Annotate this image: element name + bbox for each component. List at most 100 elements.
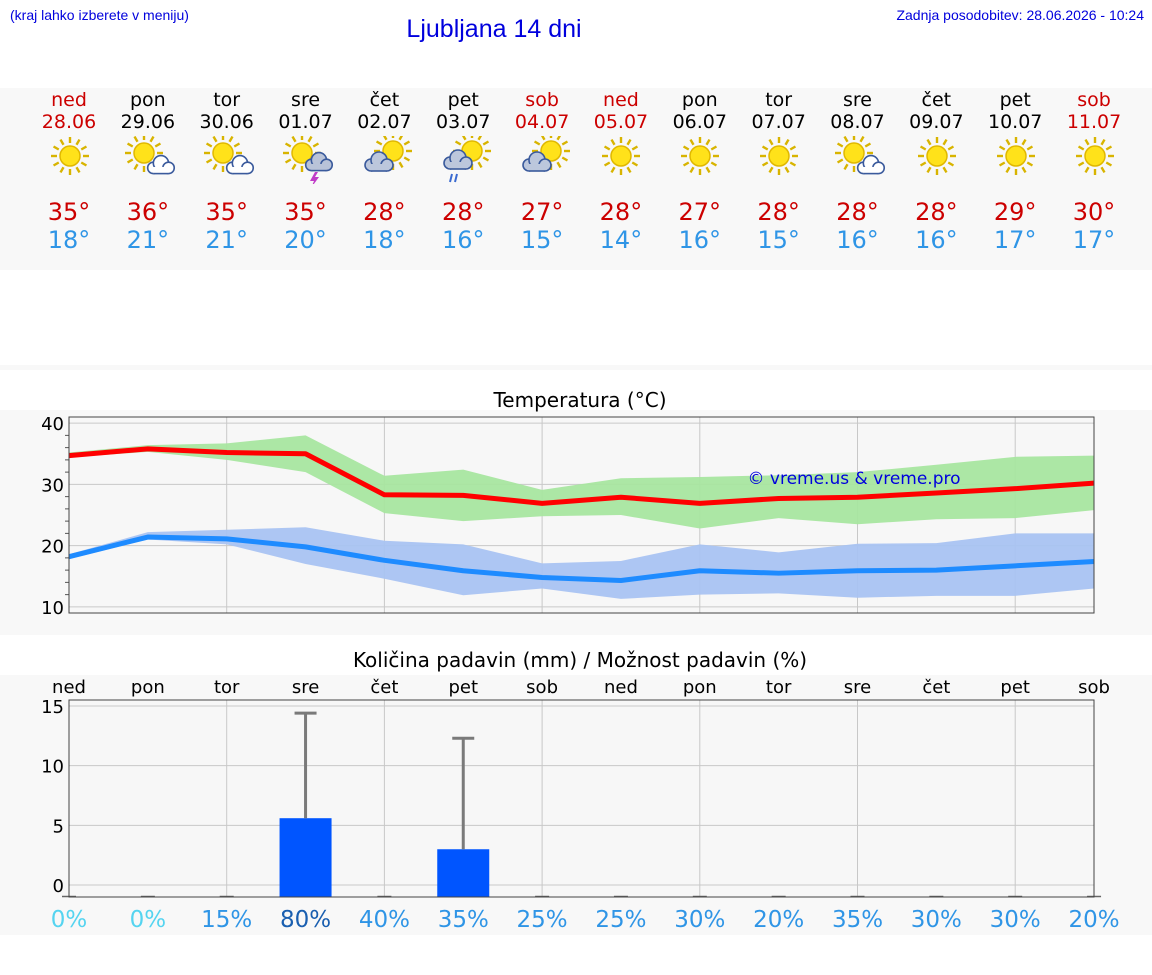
y-tick-label: 10: [41, 757, 64, 778]
forecast-days: ned 28.06 35° 18° pon 29.06 36° 21° tor 30.06 35° 2…: [0, 88, 1152, 268]
category-label: pon: [683, 677, 717, 698]
day-name: čet: [921, 89, 952, 111]
day-date: 11.07: [1066, 111, 1122, 133]
day-date: 09.07: [909, 111, 964, 133]
min-temp-range-band: [69, 527, 1095, 599]
precip-chart-title: Količina padavin (mm) / Možnost padavin …: [352, 648, 808, 672]
day-name: sob: [525, 89, 559, 111]
precip-probability: 25%: [595, 907, 646, 933]
y-tick-label: 0: [53, 876, 64, 897]
location-hint: (kraj lahko izberete v meniju): [10, 7, 189, 23]
day-name: čet: [369, 89, 400, 111]
y-tick-label: 10: [41, 598, 64, 619]
precip-probability: 80%: [280, 907, 331, 933]
precip-probability: 20%: [753, 907, 804, 933]
precip-bar: [437, 849, 490, 897]
day-date: 01.07: [278, 111, 333, 133]
min-temp: 21°: [205, 226, 248, 254]
cloud-sun-icon: [521, 136, 570, 172]
y-tick-label: 15: [41, 697, 64, 718]
plot-frame: [68, 699, 1095, 898]
category-label: pon: [131, 677, 165, 698]
min-temp: 15°: [757, 226, 800, 254]
max-temp: 35°: [47, 198, 91, 226]
day-date: 29.06: [120, 111, 176, 133]
sun-cloud-icon: [204, 136, 255, 175]
category-label: sob: [1078, 677, 1110, 698]
precip-probability: 20%: [1068, 907, 1119, 933]
min-temp: 21°: [126, 226, 170, 254]
max-temp-range-band: [69, 435, 1095, 529]
max-temp-line: [68, 446, 1095, 506]
watermark-text: © vreme.us & vreme.pro: [747, 469, 960, 489]
day-date: 04.07: [514, 111, 570, 133]
max-temp: 28°: [599, 198, 643, 226]
day-name: ned: [51, 89, 87, 111]
min-temp-line: [68, 534, 1095, 584]
day-date: 07.07: [751, 111, 806, 133]
category-label: tor: [766, 677, 792, 698]
precip-probability: 35%: [438, 907, 489, 933]
day-name: pon: [129, 89, 166, 111]
sun-icon: [50, 137, 89, 175]
sun-icon: [602, 137, 641, 175]
precip-probability: 30%: [674, 907, 725, 933]
precip-probability: 40%: [359, 907, 410, 933]
day-name: pet: [999, 89, 1031, 111]
sun-icon: [760, 137, 799, 175]
max-temp: 27°: [520, 198, 564, 226]
page-title: Ljubljana 14 dni: [406, 15, 582, 43]
plot-area: [69, 700, 1094, 897]
temp-chart-title: Temperatura (°C): [493, 388, 667, 412]
min-temp: 20°: [284, 226, 327, 254]
day-date: 08.07: [830, 111, 885, 133]
min-temp: 16°: [678, 226, 722, 254]
precip-probability: 25%: [517, 907, 568, 933]
y-tick-label: 20: [41, 537, 64, 558]
precip-probability: 30%: [990, 907, 1041, 933]
min-temp: 18°: [363, 226, 406, 254]
max-temp: 28°: [363, 198, 406, 226]
y-tick-label: 30: [41, 475, 64, 496]
max-temp: 36°: [126, 198, 170, 226]
day-date: 03.07: [436, 111, 491, 133]
max-temp: 28°: [441, 198, 485, 226]
cloud-sun-icon: [364, 136, 412, 172]
min-temp: 16°: [915, 226, 958, 254]
sun-icon: [1075, 137, 1114, 175]
category-label: čet: [922, 677, 950, 698]
day-name: pon: [681, 89, 718, 111]
last-update: Zadnja posodobitev: 28.06.2026 - 10:24: [896, 7, 1144, 23]
plot-frame: [68, 416, 1095, 614]
separator-band: [0, 365, 1152, 370]
min-temp: 14°: [599, 226, 643, 254]
max-temp: 29°: [993, 198, 1037, 226]
temperature-chart: 10 20 30 40 © vreme.us & vreme.pro: [41, 414, 1095, 619]
day-name: tor: [765, 89, 793, 111]
day-name: sre: [843, 89, 872, 111]
max-temp: 28°: [836, 198, 879, 226]
min-temp: 17°: [1072, 226, 1116, 254]
sun-icon: [681, 137, 720, 175]
precip-probability: 35%: [832, 907, 883, 933]
day-name: pet: [447, 89, 479, 111]
sun-cloud-icon: [125, 136, 176, 175]
day-date: 30.06: [199, 111, 254, 133]
y-tick-label: 40: [41, 414, 64, 435]
category-label: sre: [844, 677, 871, 698]
day-name: tor: [213, 89, 241, 111]
precip-probability: 30%: [911, 907, 962, 933]
category-label: sre: [292, 677, 319, 698]
min-temp: 17°: [993, 226, 1037, 254]
day-date: 28.06: [41, 111, 97, 133]
max-temp: 27°: [678, 198, 722, 226]
day-date: 10.07: [987, 111, 1043, 133]
precip-probability: 15%: [201, 907, 252, 933]
day-date: 06.07: [672, 111, 727, 133]
max-temp: 28°: [915, 198, 958, 226]
category-label: pet: [448, 677, 478, 698]
max-temp: 30°: [1072, 198, 1116, 226]
category-label: sob: [526, 677, 558, 698]
precip-probability: 0%: [51, 907, 88, 933]
